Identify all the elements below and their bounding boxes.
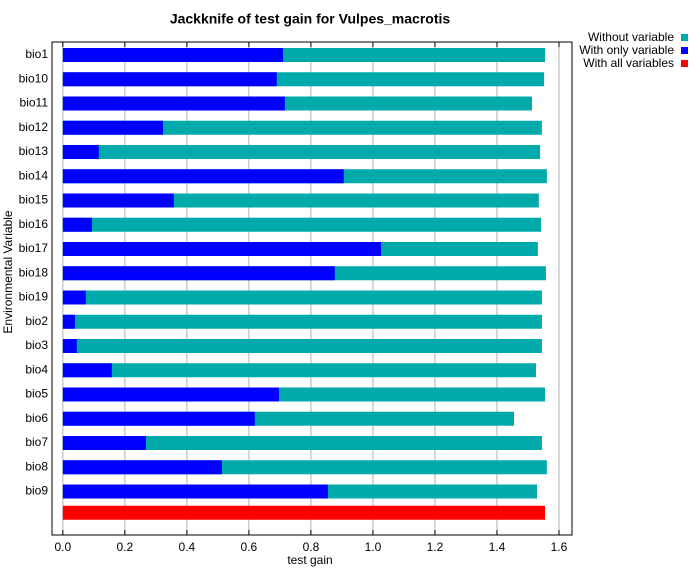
x-tick-label: 0.6 bbox=[241, 540, 258, 554]
bar bbox=[62, 314, 542, 329]
bar bbox=[62, 217, 92, 232]
y-tick-label: bio5 bbox=[25, 387, 48, 401]
x-tick-label: 0.8 bbox=[303, 540, 320, 554]
bar bbox=[62, 193, 539, 208]
y-tick-label: bio6 bbox=[25, 411, 48, 425]
y-tick-label: bio15 bbox=[19, 193, 49, 207]
bar bbox=[62, 339, 77, 353]
bar bbox=[62, 217, 541, 232]
legend-label: With only variable bbox=[579, 43, 674, 57]
y-axis-title: Environmental Variable bbox=[1, 210, 15, 334]
y-tick-label: bio9 bbox=[25, 484, 48, 498]
bar bbox=[62, 363, 537, 378]
y-tick-label: bio8 bbox=[25, 459, 48, 473]
bar bbox=[62, 387, 279, 402]
y-tick-label: bio13 bbox=[19, 144, 49, 158]
y-tick-label: bio11 bbox=[20, 96, 49, 110]
y-tick-label: bio12 bbox=[19, 120, 49, 134]
bar bbox=[62, 145, 541, 159]
legend-swatch bbox=[681, 47, 688, 54]
bar bbox=[62, 266, 335, 281]
x-tick-label: 1.6 bbox=[551, 540, 568, 554]
y-tick-label: bio7 bbox=[25, 435, 48, 449]
y-tick-label: bio18 bbox=[19, 265, 49, 279]
x-axis-title: test gain bbox=[287, 553, 332, 567]
bar bbox=[62, 120, 542, 135]
bar bbox=[62, 48, 284, 62]
x-tick-label: 1.4 bbox=[489, 540, 506, 554]
bar bbox=[62, 411, 255, 426]
bar bbox=[62, 314, 75, 329]
bar bbox=[62, 145, 99, 159]
bar bbox=[62, 120, 164, 135]
x-tick-label: 1.0 bbox=[365, 540, 382, 554]
bar bbox=[62, 363, 112, 378]
y-tick-label: bio2 bbox=[25, 314, 48, 328]
x-tick-label: 0.4 bbox=[179, 540, 196, 554]
bar bbox=[62, 169, 344, 184]
legend-label: With all variables bbox=[583, 56, 674, 70]
y-tick-label: bio17 bbox=[19, 241, 49, 255]
bar bbox=[62, 436, 542, 450]
x-tick-label: 0.2 bbox=[117, 540, 134, 554]
y-tick-label: bio19 bbox=[19, 290, 49, 304]
y-tick-label: bio3 bbox=[25, 338, 48, 352]
bar bbox=[62, 339, 542, 353]
x-tick-label: 0.0 bbox=[55, 540, 72, 554]
x-tick-label: 1.2 bbox=[427, 540, 444, 554]
legend-label: Without variable bbox=[588, 30, 674, 44]
bar bbox=[62, 193, 174, 208]
bar bbox=[62, 460, 222, 475]
bar bbox=[62, 96, 285, 111]
bar bbox=[62, 72, 277, 87]
bar bbox=[62, 484, 328, 499]
bar bbox=[62, 436, 146, 450]
legend-swatch bbox=[681, 60, 688, 67]
bar bbox=[62, 290, 86, 305]
bar bbox=[62, 290, 542, 305]
y-tick-label: bio16 bbox=[19, 217, 49, 231]
y-tick-label: bio1 bbox=[25, 47, 48, 61]
y-tick-label: bio10 bbox=[19, 71, 49, 85]
y-tick-label: bio14 bbox=[19, 168, 49, 182]
bar bbox=[62, 242, 381, 256]
chart-title: Jackknife of test gain for Vulpes_macrot… bbox=[170, 11, 451, 27]
y-tick-label: bio4 bbox=[25, 362, 48, 376]
legend-swatch bbox=[681, 34, 688, 41]
bar bbox=[62, 505, 546, 520]
plot-frame bbox=[51, 41, 573, 536]
